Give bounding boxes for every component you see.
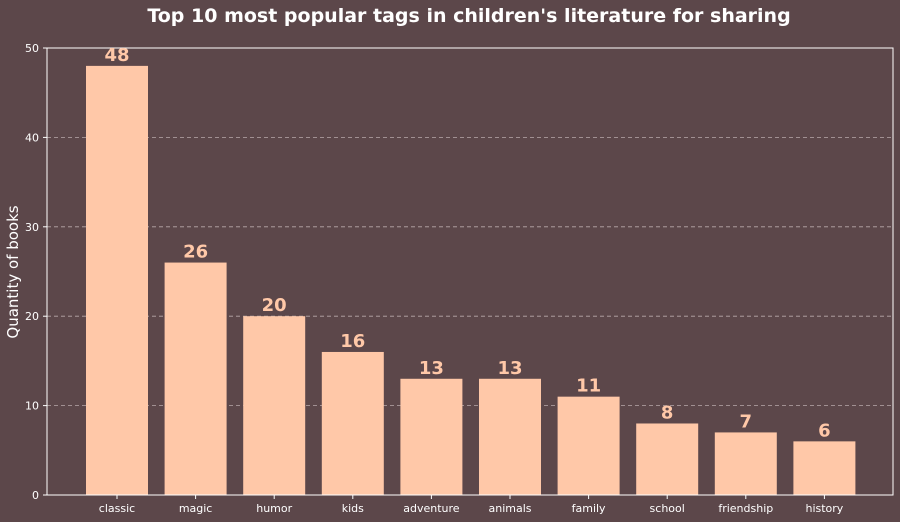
y-axis-label: Quantity of books — [4, 205, 22, 338]
value-label: 13 — [419, 358, 444, 379]
x-tick-label: humor — [256, 502, 292, 515]
x-tick-label: animals — [488, 502, 531, 515]
bar-friendship — [714, 432, 777, 495]
y-tick-label: 40 — [25, 131, 39, 144]
bar-classic — [86, 65, 148, 495]
x-tick-label: adventure — [403, 502, 460, 515]
value-label: 13 — [497, 358, 522, 379]
y-tick-label: 20 — [25, 310, 39, 323]
bar-adventure — [400, 378, 463, 495]
bar-magic — [164, 262, 227, 495]
x-tick-label: school — [650, 502, 685, 515]
value-label: 7 — [740, 411, 753, 432]
chart-title: Top 10 most popular tags in children's l… — [147, 5, 790, 27]
x-tick-label: family — [572, 502, 606, 515]
value-label: 8 — [661, 402, 674, 423]
bar-kids — [321, 351, 384, 495]
value-label: 6 — [818, 420, 831, 441]
value-label: 20 — [262, 295, 287, 316]
y-tick-label: 0 — [32, 489, 39, 502]
plot-frame — [46, 47, 894, 496]
value-label: 11 — [576, 376, 601, 397]
x-tick-label: kids — [342, 502, 364, 515]
bar-history — [793, 441, 856, 495]
y-tick-label: 50 — [25, 42, 39, 55]
value-label: 48 — [104, 45, 129, 66]
axes: 0 10 20 30 40 50 classic magic humor kids adventur… — [25, 42, 894, 515]
bar-animals — [479, 378, 541, 495]
value-labels: 48 26 20 16 13 13 11 8 7 6 — [104, 45, 830, 441]
y-tick-label: 10 — [25, 400, 39, 413]
x-tick-label: classic — [99, 502, 135, 515]
x-tick-label: friendship — [718, 502, 773, 515]
x-tick-label: magic — [179, 502, 213, 515]
value-label: 16 — [340, 331, 365, 352]
x-tick-label: history — [805, 502, 843, 515]
bar-school — [636, 423, 699, 495]
bar-humor — [243, 316, 306, 495]
bar-family — [557, 396, 620, 495]
bars — [86, 65, 856, 495]
y-tick-label: 30 — [25, 221, 39, 234]
value-label: 26 — [183, 242, 208, 263]
